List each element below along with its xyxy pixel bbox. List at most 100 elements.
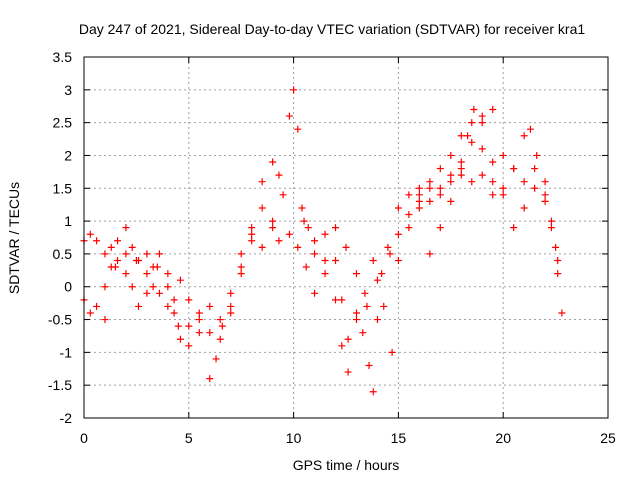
data-point (489, 191, 497, 199)
data-point (290, 86, 298, 94)
data-point (415, 197, 423, 205)
data-point (447, 197, 455, 205)
x-tick-label: 15 (391, 430, 407, 446)
data-point (248, 230, 256, 238)
data-point (541, 178, 549, 186)
data-point (170, 309, 178, 317)
x-tick-label: 0 (80, 430, 88, 446)
data-point (185, 322, 193, 330)
x-tick-label: 25 (600, 430, 616, 446)
data-point (344, 335, 352, 343)
data-point (311, 237, 319, 245)
data-point (464, 132, 472, 140)
data-point (415, 204, 423, 212)
data-point (352, 316, 360, 324)
data-point (478, 171, 486, 179)
data-point (149, 283, 157, 291)
data-point (143, 250, 151, 258)
data-point (369, 256, 377, 264)
data-point (361, 289, 369, 297)
data-point (164, 302, 172, 310)
data-point (533, 151, 541, 159)
data-point (547, 224, 555, 232)
data-point (510, 165, 518, 173)
data-point (227, 309, 235, 317)
data-point (155, 250, 163, 258)
data-point (394, 230, 402, 238)
data-point (321, 230, 329, 238)
data-point (526, 125, 534, 133)
data-point (311, 289, 319, 297)
data-point (426, 197, 434, 205)
data-point (212, 355, 220, 363)
data-point (554, 270, 562, 278)
data-point (258, 204, 266, 212)
data-point (552, 243, 560, 251)
data-point (269, 224, 277, 232)
data-point (227, 289, 235, 297)
data-point (489, 158, 497, 166)
data-point (227, 302, 235, 310)
data-point (185, 296, 193, 304)
data-point (547, 217, 555, 225)
data-point (176, 335, 184, 343)
x-axis-label: GPS time / hours (293, 457, 400, 473)
data-point (321, 270, 329, 278)
data-point (176, 276, 184, 284)
data-point (128, 283, 136, 291)
data-point (426, 184, 434, 192)
data-point (520, 132, 528, 140)
data-point (86, 309, 94, 317)
data-point (386, 250, 394, 258)
data-point (122, 224, 130, 232)
data-point (332, 224, 340, 232)
data-point (436, 191, 444, 199)
series-4 (279, 86, 396, 396)
data-point (342, 243, 350, 251)
data-point (195, 309, 203, 317)
data-point (478, 119, 486, 127)
data-point (478, 145, 486, 153)
data-point (153, 263, 161, 271)
data-point (470, 106, 478, 114)
data-point (394, 204, 402, 212)
y-tick-label: 3 (64, 82, 72, 98)
x-tick-label: 5 (185, 430, 193, 446)
data-point (384, 243, 392, 251)
data-point (132, 256, 140, 264)
data-point (415, 191, 423, 199)
data-point (520, 204, 528, 212)
x-tick-label: 20 (495, 430, 511, 446)
data-point (405, 211, 413, 219)
data-point (558, 309, 566, 317)
data-point (300, 217, 308, 225)
series-3 (101, 204, 277, 350)
data-point (101, 250, 109, 258)
data-point (237, 250, 245, 258)
data-point (554, 256, 562, 264)
series-2 (80, 158, 283, 383)
data-point (531, 184, 539, 192)
y-tick-label: 2 (64, 147, 72, 163)
data-point (344, 368, 352, 376)
data-point (275, 171, 283, 179)
y-tick-label: -2 (60, 410, 73, 426)
y-tick-label: 0 (64, 279, 72, 295)
data-point (321, 256, 329, 264)
data-point (436, 224, 444, 232)
data-point (369, 388, 377, 396)
data-point (269, 217, 277, 225)
data-point (93, 302, 101, 310)
data-point (279, 191, 287, 199)
data-point (237, 263, 245, 271)
data-point (248, 237, 256, 245)
data-point (128, 243, 136, 251)
data-point (195, 316, 203, 324)
series-6 (394, 106, 566, 317)
data-point (499, 151, 507, 159)
data-point (380, 302, 388, 310)
data-point (520, 178, 528, 186)
data-point (363, 302, 371, 310)
data-point (114, 237, 122, 245)
